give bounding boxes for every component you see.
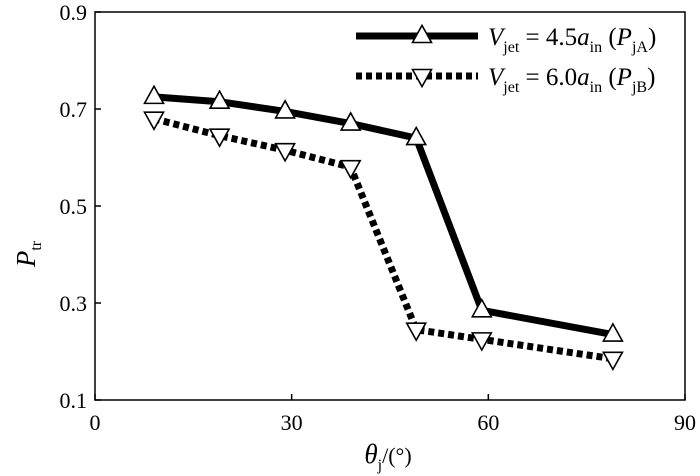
legend-part-eq: = 6.0 (519, 64, 577, 91)
data-point-marker (339, 159, 362, 180)
x-axis-symbol: θ (364, 439, 377, 469)
legend-part-paren-close: ) (647, 64, 655, 91)
y-axis-subscript: tr (28, 240, 45, 250)
legend-part-a: a (577, 24, 590, 51)
data-point-marker (405, 322, 428, 342)
legend-part-v-sub: jet (502, 39, 520, 56)
x-tick-label: 90 (674, 410, 696, 435)
plot-border (94, 11, 686, 401)
x-tick-label: 0 (90, 410, 101, 435)
data-point-marker (143, 111, 165, 131)
series-1 (143, 84, 624, 342)
legend-part-p: P (616, 64, 632, 91)
data-point-marker (208, 89, 231, 110)
legend-part-v: V (488, 64, 506, 91)
y-axis-label: Ptr (11, 240, 45, 268)
data-point-marker (208, 128, 231, 148)
legend-marker (411, 23, 433, 44)
axis-ticks: 0 30 60 90 0.1 0.3 0.5 0.7 0.9 (60, 0, 697, 435)
data-point-marker (274, 99, 296, 119)
legend-part-paren-open: ( (602, 24, 617, 51)
x-axis-unit: /(°) (382, 443, 412, 468)
legend-part-eq: = 4.5 (519, 24, 577, 51)
data-point-marker (274, 142, 296, 163)
series-2 (143, 111, 624, 372)
legend-part-p: P (616, 24, 632, 51)
legend-part-v: V (488, 24, 506, 51)
series-layer (143, 84, 624, 372)
y-tick-label: 0.5 (60, 194, 88, 219)
legend-marker (411, 68, 433, 89)
legend-part-a: a (577, 64, 590, 91)
legend-part-p-sub: jA (631, 39, 648, 56)
data-point-marker (339, 111, 362, 131)
y-tick-label: 0.7 (60, 97, 88, 122)
y-tick-label: 0.9 (60, 0, 88, 25)
legend-label: Vjet = 6.0ain (PjB) (488, 64, 655, 96)
x-axis-subscript: j (377, 457, 382, 474)
legend: Vjet = 4.5ain (PjA)Vjet = 6.0ain (PjB) (356, 23, 656, 96)
x-tick-label: 60 (477, 410, 499, 435)
x-axis-label: θj/(°) (364, 439, 411, 474)
x-tick-label: 30 (281, 410, 303, 435)
legend-part-p-sub: jB (631, 79, 647, 96)
data-point-marker (405, 125, 428, 146)
legend-part-paren-open: ( (602, 64, 617, 91)
legend-part-a-sub: in (590, 39, 602, 56)
data-point-marker (470, 298, 493, 318)
data-point-marker (602, 322, 624, 342)
y-tick-label: 0.1 (60, 388, 88, 413)
legend-part-a-sub: in (590, 79, 602, 96)
data-point-marker (602, 351, 624, 372)
legend-part-v-sub: jet (502, 79, 520, 96)
data-point-marker (143, 84, 165, 105)
data-point-marker (470, 332, 493, 352)
plot-frame (94, 11, 686, 401)
y-axis-symbol: P (11, 251, 41, 269)
legend-label: Vjet = 4.5ain (PjA) (488, 24, 656, 56)
y-tick-label: 0.3 (60, 291, 88, 316)
legend-part-paren-close: ) (648, 24, 656, 51)
